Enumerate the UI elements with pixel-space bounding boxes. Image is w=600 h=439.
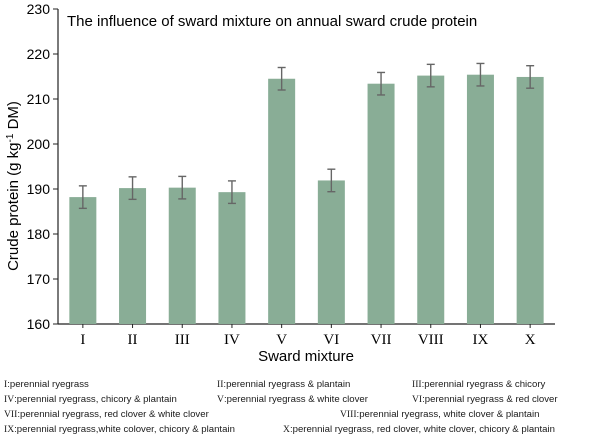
legend-item: I:perennial ryegrass xyxy=(4,379,89,390)
legend-item: IV:perennial ryegrass, chicory & plantai… xyxy=(4,394,177,405)
legend-text: perennial ryegrass, red clover & white c… xyxy=(20,409,209,420)
y-tick-label: 190 xyxy=(27,181,51,197)
y-tick-label: 160 xyxy=(27,316,51,332)
bar xyxy=(119,188,147,324)
bars xyxy=(69,74,544,324)
legend-key: IX xyxy=(4,424,15,435)
legend-item: IX:perennial ryegrass,white colover, chi… xyxy=(4,424,235,435)
x-tick-label: VII xyxy=(371,332,392,348)
legend-text: perennial ryegrass, chicory & plantain xyxy=(16,394,177,405)
x-tick-label: IV xyxy=(224,332,240,348)
legend-key: III xyxy=(412,379,422,390)
chart-title: The influence of sward mixture on annual… xyxy=(67,13,477,30)
bar xyxy=(168,187,196,324)
legend-item: VI:perennial ryegrass & red clover xyxy=(412,394,558,405)
y-tick-label: 210 xyxy=(27,91,51,107)
crude-protein-bar-chart: The influence of sward mixture on annual… xyxy=(5,1,555,365)
legend-key: IV xyxy=(4,394,15,405)
legend-item: VII:perennial ryegrass, red clover & whi… xyxy=(4,409,209,420)
x-tick-label: I xyxy=(80,332,85,348)
legend-key: VII xyxy=(4,409,18,420)
error-bar xyxy=(277,66,286,91)
bar xyxy=(317,180,345,324)
legend-item: VIII:perennial ryegrass, white clover & … xyxy=(340,409,540,420)
y-axis-label-prefix: Crude protein (g kg xyxy=(5,143,22,271)
legend-text: perennial ryegrass & plantain xyxy=(226,379,351,390)
x-axis-label: Sward mixture xyxy=(258,348,354,365)
y-tick-label: 180 xyxy=(27,226,51,242)
legend-item: V:perennial ryegrass & white clover xyxy=(217,394,368,405)
y-tick-label: 230 xyxy=(27,1,51,17)
error-bar xyxy=(426,63,435,88)
legend-text: perennial ryegrass & chicory xyxy=(424,379,546,390)
legend-text: perennial ryegrass, white clover & plant… xyxy=(359,409,540,420)
legend-text: perennial ryegrass & white clover xyxy=(226,394,368,405)
y-axis: 160 170 180 190 200 210 220 230 xyxy=(27,1,59,332)
y-tick-label: 220 xyxy=(27,46,51,62)
error-bar xyxy=(128,176,137,201)
bar xyxy=(516,76,544,324)
bar xyxy=(268,78,296,324)
legend: I:perennial ryegrass II:perennial ryegra… xyxy=(0,377,600,439)
y-tick-label: 200 xyxy=(27,136,51,152)
error-bar xyxy=(78,185,87,210)
x-tick-label: VIII xyxy=(418,332,444,348)
legend-key: X xyxy=(283,424,290,435)
legend-key: I xyxy=(4,379,8,390)
error-bar xyxy=(178,175,187,200)
legend-key: VI xyxy=(412,394,423,405)
legend-text: perennial ryegrass,white colover, chicor… xyxy=(16,424,235,435)
y-axis-label-suffix: DM) xyxy=(5,101,22,134)
y-axis-label: Crude protein (g kg-1 DM) xyxy=(5,101,23,271)
legend-item: III:perennial ryegrass & chicory xyxy=(412,379,546,390)
legend-item: II:perennial ryegrass & plantain xyxy=(217,379,351,390)
x-tick-label: VI xyxy=(323,332,339,348)
bar xyxy=(218,192,246,324)
legend-key: V xyxy=(217,394,224,405)
error-bar xyxy=(476,62,485,87)
x-tick-label: X xyxy=(525,332,536,348)
legend-text: perennial ryegrass, red clover, white cl… xyxy=(292,424,555,435)
error-bar xyxy=(227,180,236,205)
x-tick-label: IX xyxy=(473,332,489,348)
x-axis: I II III IV V VI VII VIII IX X xyxy=(58,323,555,348)
bar xyxy=(69,197,97,324)
error-bar xyxy=(327,168,336,193)
error-bars xyxy=(78,62,535,210)
bar xyxy=(367,83,395,324)
legend-key: II xyxy=(217,379,224,390)
x-tick-label: V xyxy=(276,332,287,348)
error-bar xyxy=(526,64,535,89)
legend-key: VIII xyxy=(340,409,357,420)
x-tick-label: II xyxy=(128,332,138,348)
bar xyxy=(417,75,445,324)
legend-item: X:perennial ryegrass, red clover, white … xyxy=(283,424,555,435)
legend-text: perennial ryegrass & red clover xyxy=(424,394,558,405)
legend-text: perennial ryegrass xyxy=(9,379,89,390)
y-axis-label-sup: -1 xyxy=(5,133,16,142)
y-tick-label: 170 xyxy=(27,271,51,287)
error-bar xyxy=(377,71,386,96)
bar xyxy=(466,74,494,324)
x-tick-label: III xyxy=(175,332,190,348)
